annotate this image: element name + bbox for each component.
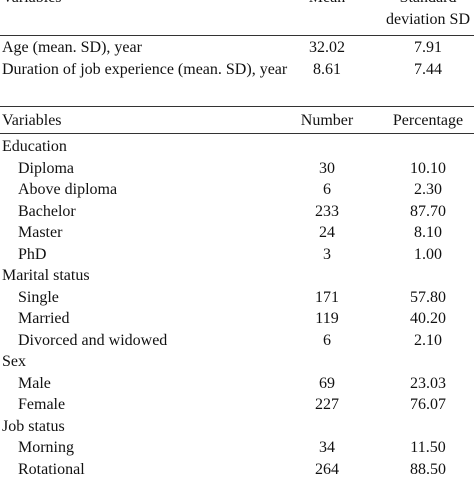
group-label: Education bbox=[2, 136, 67, 158]
cell-value: 171 bbox=[290, 287, 364, 309]
row-label: Master bbox=[18, 222, 62, 244]
row-label: PhD bbox=[18, 244, 46, 266]
cell-value: 32.02 bbox=[290, 37, 364, 59]
cell-value: 8.10 bbox=[378, 222, 474, 244]
cell-value: 24 bbox=[290, 222, 364, 244]
header-cell: Number bbox=[290, 110, 364, 132]
cell-value: 69 bbox=[290, 373, 364, 395]
cell-value: 6 bbox=[290, 330, 364, 352]
cell-value: 87.70 bbox=[378, 201, 474, 223]
cell-value: 34 bbox=[290, 437, 364, 459]
group-label: Marital status bbox=[2, 265, 90, 287]
cell-value: 227 bbox=[290, 394, 364, 416]
cell-value: 2.30 bbox=[378, 179, 474, 201]
header-cell: Variables bbox=[2, 0, 62, 9]
row-label: Bachelor bbox=[18, 201, 76, 223]
cell-value: 7.44 bbox=[378, 59, 474, 81]
header-cell: Variables bbox=[2, 110, 62, 132]
cell-value: 30 bbox=[290, 158, 364, 180]
row-label: Duration of job experience (mean. SD), y… bbox=[2, 59, 293, 81]
row-label: Male bbox=[18, 373, 51, 395]
cell-value: 10.10 bbox=[378, 158, 474, 180]
cell-value: 1.00 bbox=[378, 244, 474, 266]
row-label: Above diploma bbox=[18, 179, 117, 201]
cell-value: 119 bbox=[290, 308, 364, 330]
group-label: Sex bbox=[2, 351, 26, 373]
row-label: Rotational bbox=[18, 459, 85, 480]
cell-value: 6 bbox=[290, 179, 364, 201]
cell-value: 7.91 bbox=[378, 37, 474, 59]
cell-value: 233 bbox=[290, 201, 364, 223]
cell-value: 11.50 bbox=[378, 437, 474, 459]
cell-value: 264 bbox=[290, 459, 364, 480]
cell-value: 8.61 bbox=[290, 59, 364, 81]
rule bbox=[0, 35, 474, 36]
cell-value: 2.10 bbox=[378, 330, 474, 352]
cell-value: 88.50 bbox=[378, 459, 474, 480]
cell-value: 3 bbox=[290, 244, 364, 266]
row-label: Single bbox=[18, 287, 59, 309]
header-cell: Standard deviation SD bbox=[378, 0, 474, 30]
row-label: Married bbox=[18, 308, 70, 330]
cell-value: 76.07 bbox=[378, 394, 474, 416]
row-label: Age (mean. SD), year bbox=[2, 37, 293, 59]
header-cell: Mean bbox=[290, 0, 364, 9]
row-label: Divorced and widowed bbox=[18, 330, 167, 352]
row-label: Female bbox=[18, 394, 65, 416]
cell-value: 40.20 bbox=[378, 308, 474, 330]
group-label: Job status bbox=[2, 416, 65, 438]
cell-value: 23.03 bbox=[378, 373, 474, 395]
header-cell: Percentage bbox=[378, 110, 474, 132]
cell-value: 57.80 bbox=[378, 287, 474, 309]
row-label: Diploma bbox=[18, 158, 74, 180]
rule bbox=[0, 106, 474, 107]
row-label: Morning bbox=[18, 437, 74, 459]
rule bbox=[0, 133, 474, 134]
